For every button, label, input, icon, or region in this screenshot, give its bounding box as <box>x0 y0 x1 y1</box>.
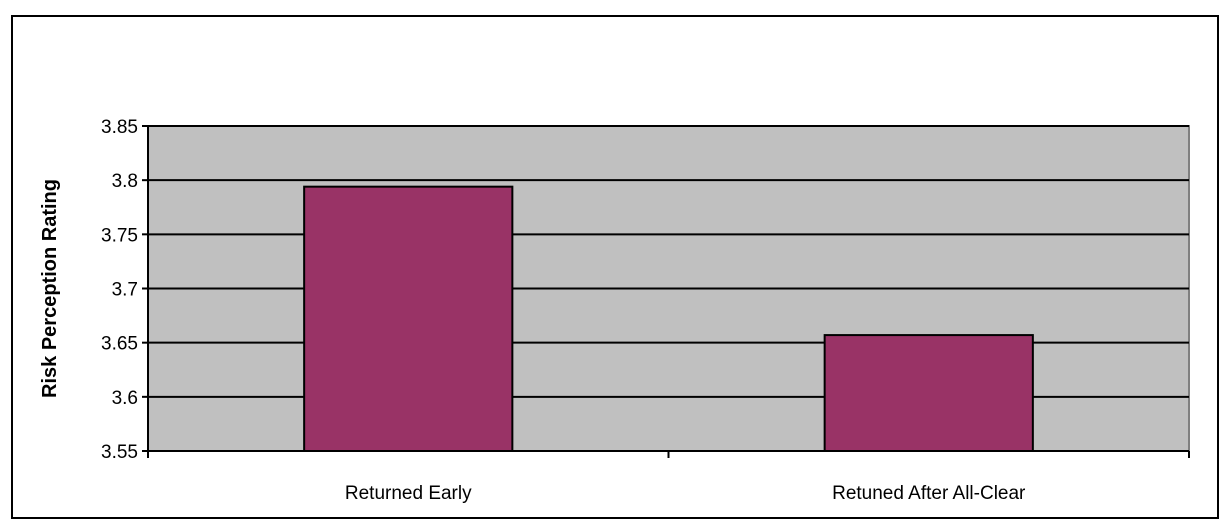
axes <box>142 125 1190 458</box>
y-tick-label: 3.65 <box>101 334 138 355</box>
y-axis-title: Risk Perception Rating <box>39 179 61 398</box>
bars <box>303 185 1034 453</box>
x-category-label: Returned Early <box>345 483 472 504</box>
y-tick-label: 3.7 <box>112 280 138 301</box>
y-tick-label: 3.55 <box>101 442 138 463</box>
y-tick-label: 3.85 <box>101 117 138 138</box>
bar <box>823 334 1034 453</box>
y-tick-label: 3.8 <box>112 171 138 192</box>
y-tick-label: 3.75 <box>101 225 138 246</box>
y-tick-labels: 3.55 3.6 3.65 3.7 3.75 3.8 3.85 <box>101 117 138 463</box>
bar <box>303 185 514 453</box>
x-category-label: Retuned After All-Clear <box>832 483 1026 504</box>
x-category-labels: Returned Early Retuned After All-Clear <box>345 483 1026 504</box>
y-tick-label: 3.6 <box>112 388 138 409</box>
